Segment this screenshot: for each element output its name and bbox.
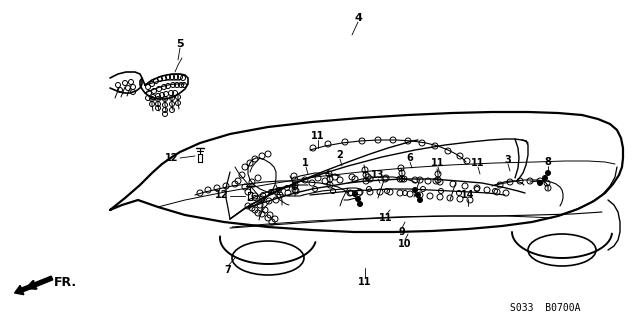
Circle shape	[545, 170, 550, 175]
Text: 2: 2	[337, 150, 344, 160]
Text: 10: 10	[398, 239, 412, 249]
Text: 11: 11	[380, 213, 393, 223]
Circle shape	[417, 197, 422, 203]
Circle shape	[355, 197, 360, 202]
Circle shape	[353, 191, 358, 197]
Circle shape	[415, 192, 420, 197]
Text: 11: 11	[358, 277, 372, 287]
Text: FR.: FR.	[54, 276, 77, 288]
Text: 1: 1	[301, 158, 308, 168]
Text: 12: 12	[214, 190, 228, 200]
Text: 5: 5	[176, 39, 184, 49]
Text: S033  B0700A: S033 B0700A	[509, 303, 580, 313]
Text: 11: 11	[431, 158, 445, 168]
Text: 7: 7	[225, 265, 232, 275]
Text: 8: 8	[545, 157, 552, 167]
FancyArrow shape	[15, 276, 52, 295]
Text: 4: 4	[354, 13, 362, 23]
Circle shape	[538, 181, 543, 186]
Text: 12: 12	[164, 153, 178, 163]
Text: 14: 14	[461, 190, 475, 200]
Text: 11: 11	[471, 158, 484, 168]
Text: 3: 3	[504, 155, 511, 165]
Text: 6: 6	[406, 153, 413, 163]
Text: 9: 9	[399, 227, 405, 237]
Text: 11: 11	[311, 131, 324, 141]
Circle shape	[358, 202, 362, 206]
Text: 13: 13	[371, 170, 385, 180]
Circle shape	[413, 188, 417, 192]
Circle shape	[543, 175, 547, 181]
